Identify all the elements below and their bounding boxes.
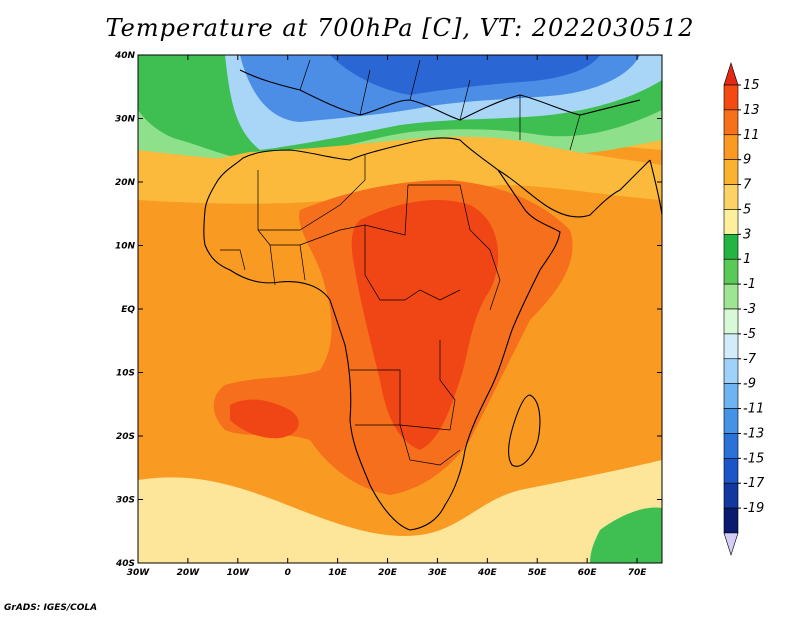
colorbar-segment <box>723 258 739 285</box>
lat-label: 30N <box>115 115 136 125</box>
colorbar-segment <box>723 159 739 185</box>
temperature-field <box>138 55 662 563</box>
map-title: Temperature at 700hPa [C], VT: 202203051… <box>105 14 695 42</box>
colorbar-top-triangle <box>723 62 739 86</box>
credit-label: GrADS: IGES/COLA <box>4 603 98 613</box>
colorbar-label: -9 <box>743 377 756 392</box>
colorbar-label: -15 <box>743 451 764 466</box>
field-blue-dark <box>330 55 600 95</box>
lon-label: 20E <box>378 568 398 578</box>
colorbar-segment <box>723 84 739 111</box>
longitude-axis: 30W 20W 10W 0 10E 20E 30E 40E 50E 60E 70E <box>127 55 647 578</box>
field-green-south <box>590 507 662 563</box>
colorbar-segment <box>723 358 739 384</box>
madagascar-coastline <box>508 394 541 467</box>
border-west <box>220 244 306 286</box>
colorbar-label: 13 <box>743 103 760 118</box>
lon-label: 60E <box>578 568 598 578</box>
colorbar-segment <box>723 109 739 136</box>
latitude-axis: 40N 30N 20N 10N EQ 10S 20S 30S 40S <box>114 51 662 569</box>
border-east <box>408 184 501 311</box>
colorbar: 15 13 11 9 7 5 3 1 -1 -3 -5 -7 -9 -11 -13 -15 -17 -19 <box>723 62 765 556</box>
colorbar-label: -13 <box>743 426 764 441</box>
lat-label: 10N <box>115 242 136 252</box>
country-borders <box>220 59 581 466</box>
colorbar-segment <box>723 333 739 360</box>
lon-label: 20W <box>177 568 201 578</box>
colorbar-label: 3 <box>743 227 751 242</box>
india-coastline <box>649 159 662 216</box>
lon-label: 30W <box>127 568 151 578</box>
colorbar-label: 1 <box>743 252 751 267</box>
colorbar-segment <box>723 234 739 260</box>
field-cool-south <box>138 460 662 563</box>
colorbar-label: -19 <box>743 501 764 516</box>
colorbar-segment <box>723 184 739 210</box>
colorbar-segment <box>723 507 739 534</box>
colorbar-segment <box>723 283 739 310</box>
colorbar-label: 5 <box>743 202 751 217</box>
lon-label: 40E <box>477 568 498 578</box>
lat-label: 20N <box>115 178 136 188</box>
colorbar-label: -11 <box>743 402 764 417</box>
europe-coastline <box>239 69 641 121</box>
lat-label: 30S <box>116 496 135 506</box>
lat-label: 20S <box>116 432 135 442</box>
border-south-central <box>350 340 456 431</box>
colorbar-segment <box>723 209 739 235</box>
lon-label: 10E <box>328 568 348 578</box>
border-north-africa <box>257 155 366 231</box>
colorbar-segment <box>723 308 739 335</box>
border-central <box>364 225 461 301</box>
field-very-hot <box>351 200 499 450</box>
coastlines <box>203 69 662 531</box>
lat-label: 40S <box>115 559 135 569</box>
lon-label: 30E <box>428 568 448 578</box>
lon-label: 70E <box>628 568 648 578</box>
colorbar-label: -7 <box>743 352 757 367</box>
colorbar-segment <box>723 383 739 409</box>
colorbar-label: 11 <box>743 128 760 143</box>
colorbar-label: 15 <box>743 78 760 93</box>
colorbar-label: -1 <box>743 277 756 292</box>
colorbar-label: -17 <box>743 476 765 491</box>
colorbar-segment <box>723 458 739 484</box>
colorbar-bottom-triangle <box>723 532 739 556</box>
colorbar-label: 9 <box>743 153 751 168</box>
lon-label: 50E <box>528 568 548 578</box>
africa-coastline <box>203 137 561 531</box>
border-europe <box>299 59 581 151</box>
colorbar-segment <box>723 408 739 434</box>
colorbar-segment <box>723 134 739 160</box>
lon-label: 10W <box>227 568 251 578</box>
colorbar-label: 7 <box>743 178 752 193</box>
arabia-coastline <box>497 159 651 218</box>
colorbar-label: -5 <box>743 327 756 342</box>
lat-label: 10S <box>116 369 135 379</box>
lat-label: 40N <box>114 51 136 61</box>
lat-label: EQ <box>121 305 135 315</box>
lon-label: 0 <box>285 568 291 578</box>
colorbar-segment <box>723 482 739 509</box>
colorbar-label: -3 <box>743 302 756 317</box>
border-southern <box>355 424 461 466</box>
field-mild-north <box>138 136 662 204</box>
field-very-hot-southwest <box>230 399 299 439</box>
colorbar-segment <box>723 433 739 459</box>
